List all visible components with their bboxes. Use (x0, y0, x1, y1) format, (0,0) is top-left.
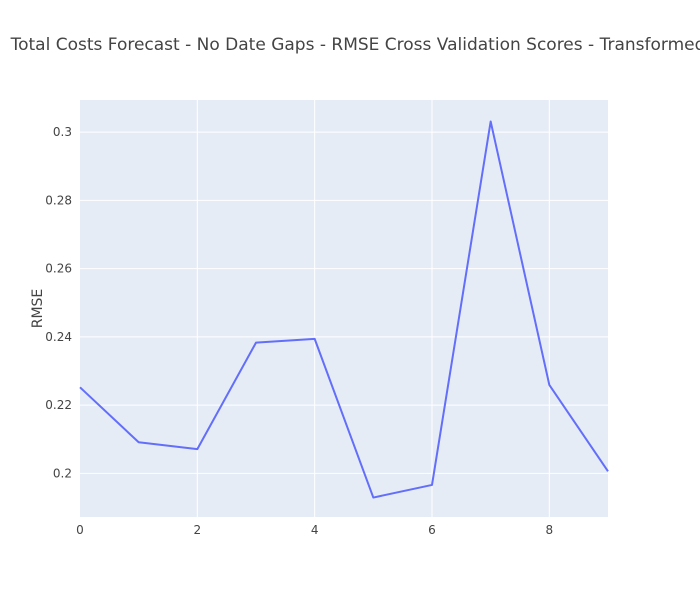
y-tick-label: 0.24 (45, 330, 72, 344)
chart-title: Total Costs Forecast - No Date Gaps - RM… (10, 35, 700, 55)
series-layer (79, 120, 609, 499)
x-tick-label: 4 (311, 523, 319, 537)
y-tick-label: 0.28 (45, 193, 72, 207)
x-tick-label: 2 (194, 523, 202, 537)
x-tick-layer: 0 2 4 6 8 (76, 523, 553, 537)
series-line (79, 120, 609, 499)
x-tick-label: 0 (76, 523, 84, 537)
y-tick-label: 0.22 (45, 398, 72, 412)
x-tick-label: 6 (428, 523, 436, 537)
y-tick-label: 0.2 (53, 466, 72, 480)
y-tick-label: 0.26 (45, 262, 72, 276)
x-tick-label: 8 (546, 523, 554, 537)
y-tick-layer: 0.2 0.22 0.24 0.26 0.28 0.3 (45, 125, 72, 480)
y-tick-label: 0.3 (53, 125, 72, 139)
y-axis-label: RMSE (30, 289, 46, 329)
plot-area (80, 100, 608, 517)
